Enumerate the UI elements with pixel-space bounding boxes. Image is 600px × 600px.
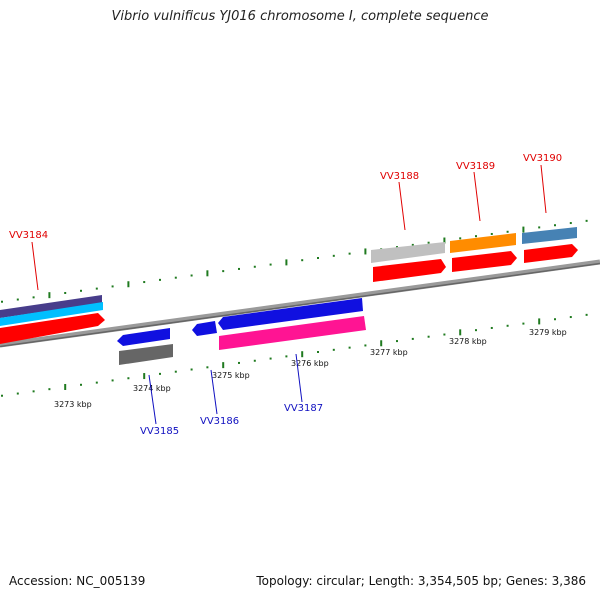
genome-stats-text: Topology: circular; Length: 3,354,505 bp… bbox=[256, 574, 586, 588]
gene-label-vv3184[interactable]: VV3184 bbox=[9, 230, 48, 241]
gene-label-vv3190[interactable]: VV3190 bbox=[523, 153, 562, 164]
feature-bar[interactable] bbox=[0, 302, 103, 326]
label-leaders bbox=[31, 164, 547, 425]
gene-label-vv3186[interactable]: VV3186 bbox=[200, 416, 239, 427]
feature-bar[interactable] bbox=[450, 233, 516, 253]
feature-bar[interactable] bbox=[119, 344, 173, 365]
tick-label: 3279 kbp bbox=[529, 328, 567, 337]
accession-text: Accession: NC_005139 bbox=[9, 574, 146, 588]
feature-bar[interactable] bbox=[219, 316, 366, 350]
feature-tracks bbox=[0, 227, 578, 365]
gene-arrow[interactable] bbox=[192, 321, 217, 336]
gene-arrow[interactable] bbox=[524, 244, 578, 263]
gene-arrow[interactable] bbox=[452, 251, 517, 272]
bottom-tick-track bbox=[1, 313, 588, 397]
gene-arrow[interactable] bbox=[117, 328, 170, 346]
tick-label: 3274 kbp bbox=[133, 384, 171, 393]
tick-label: 3278 kbp bbox=[449, 337, 487, 346]
gene-arrow[interactable] bbox=[373, 259, 446, 282]
map-title: Vibrio vulnificus YJ016 chromosome I, co… bbox=[111, 9, 489, 24]
gene-label-vv3185[interactable]: VV3185 bbox=[140, 426, 179, 437]
feature-bar[interactable] bbox=[522, 227, 577, 244]
tick-label: 3275 kbp bbox=[212, 371, 250, 380]
tick-label: 3273 kbp bbox=[54, 400, 92, 409]
gene-arrow[interactable] bbox=[218, 298, 363, 330]
tick-label: 3276 kbp bbox=[291, 359, 329, 368]
chromosome-backbone bbox=[0, 259, 600, 348]
gene-arrow[interactable] bbox=[0, 313, 105, 344]
feature-bar[interactable] bbox=[0, 295, 102, 318]
scale-labels: 3273 kbp 3274 kbp 3275 kbp 3276 kbp 3277… bbox=[54, 328, 567, 409]
gene-label-vv3188[interactable]: VV3188 bbox=[380, 171, 419, 182]
gene-labels: VV3184 VV3185 VV3186 VV3187 VV3188 VV318… bbox=[9, 153, 562, 437]
feature-bar[interactable] bbox=[371, 242, 445, 263]
gene-label-vv3187[interactable]: VV3187 bbox=[284, 403, 323, 414]
gene-label-vv3189[interactable]: VV3189 bbox=[456, 161, 495, 172]
tick-label: 3277 kbp bbox=[370, 348, 408, 357]
